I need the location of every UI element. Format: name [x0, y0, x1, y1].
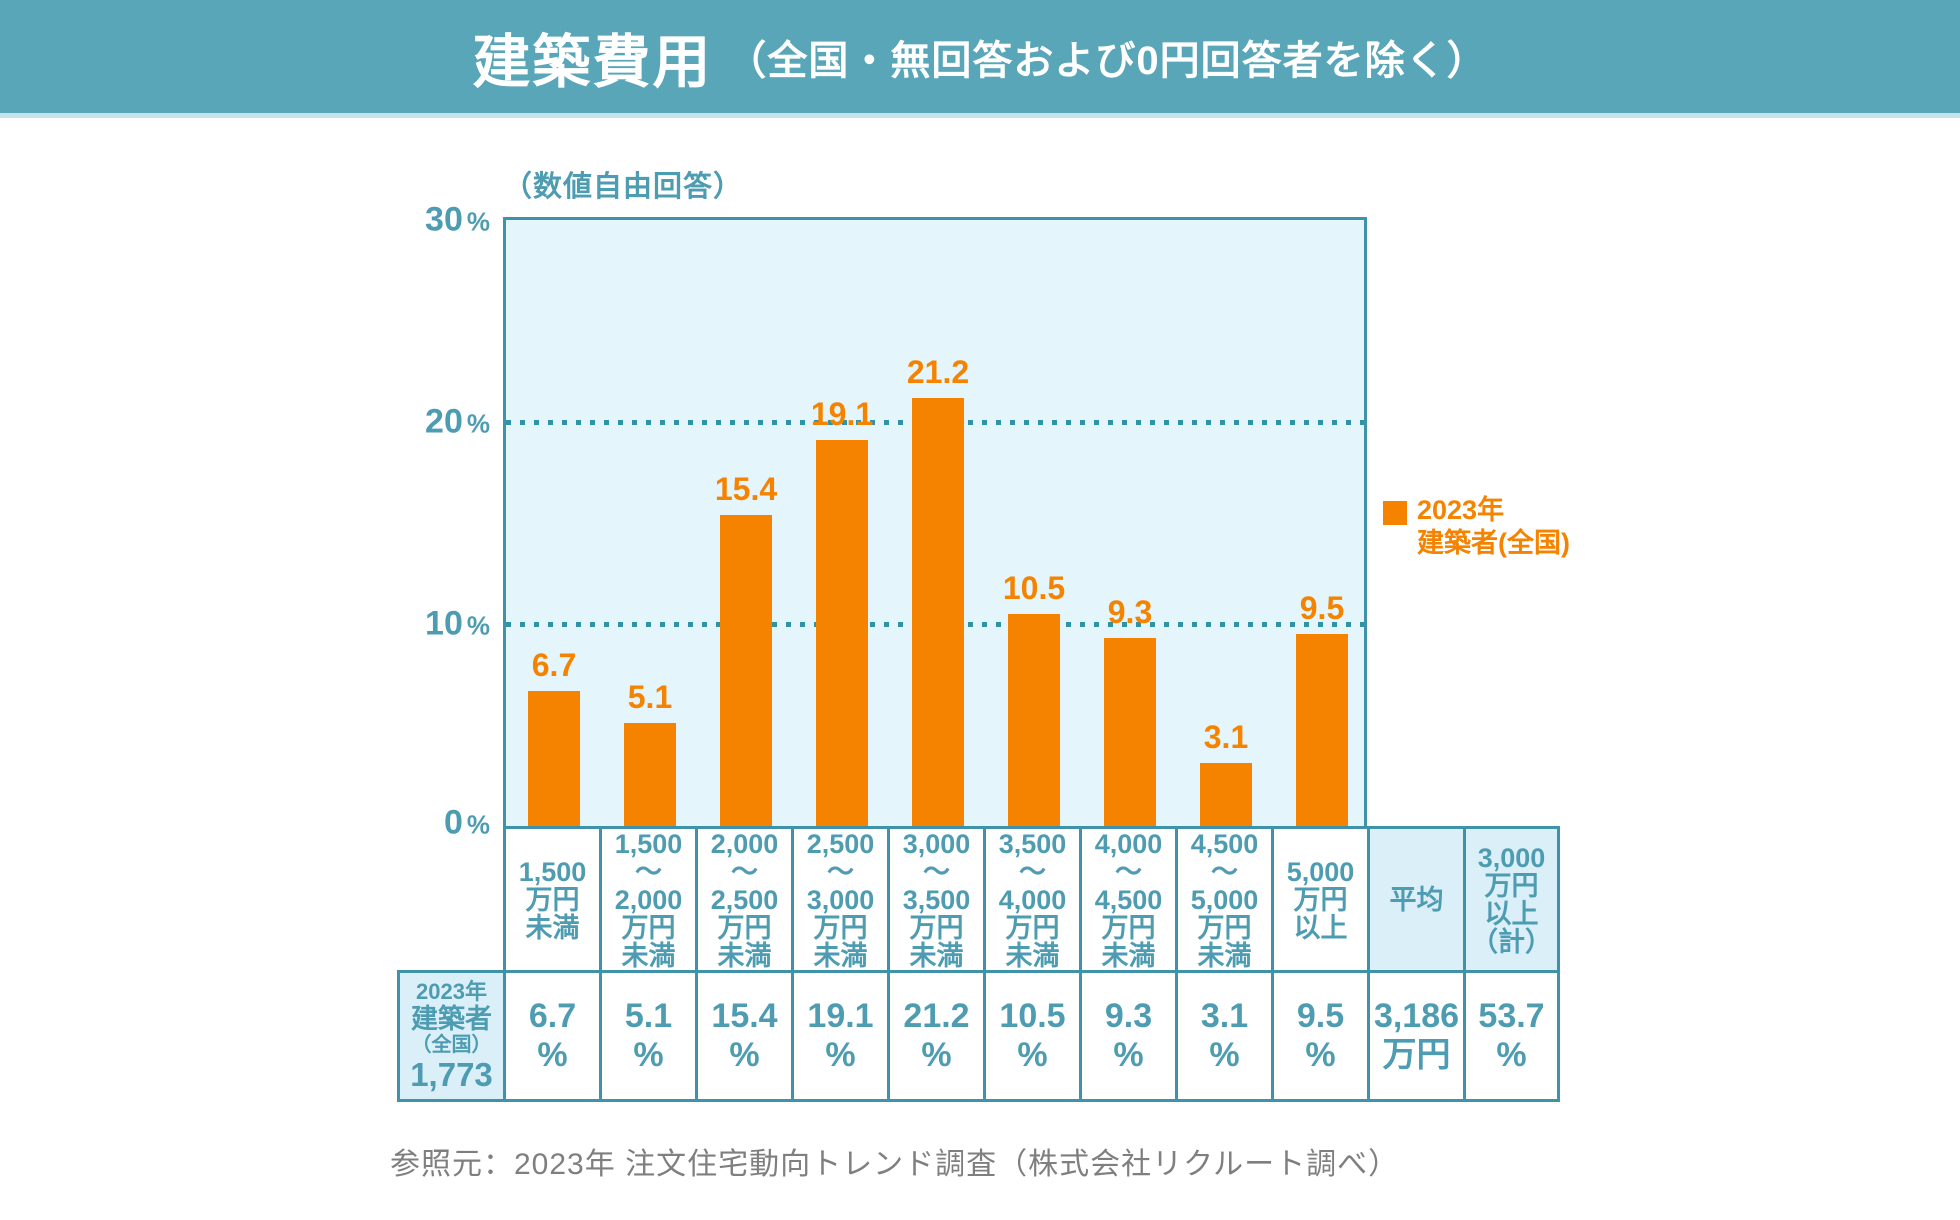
page-title-note: （全国・無回答および0円回答者を除く）: [726, 38, 1488, 83]
header-cell: 2,500 〜 3,000 万円 未満: [791, 826, 887, 973]
y-axis: 30% 20% 10% 0%: [360, 201, 490, 842]
plot-area: 6.7 5.1 15.4 19.1 21.2 10.5: [503, 217, 1367, 829]
data-cell: 10.5 %: [983, 970, 1079, 1102]
source-note: 参照元：2023年 注文住宅動向トレンド調査（株式会社リクルート調べ）: [390, 1148, 1400, 1181]
legend-swatch: [1383, 501, 1407, 525]
header-cell: 1,500 〜 2,000 万円 未満: [599, 826, 695, 973]
y-tick-label: 30%: [425, 200, 490, 239]
bar-value-label: 5.1: [627, 679, 673, 715]
bar: [912, 398, 964, 826]
data-cell: 9.5 %: [1271, 970, 1367, 1102]
header-cell: 4,500 〜 5,000 万円 未満: [1175, 826, 1271, 973]
data-cell: 19.1 %: [791, 970, 887, 1102]
header-cell: 3,000 〜 3,500 万円 未満: [887, 826, 983, 973]
percent-unit: %: [466, 610, 490, 641]
bar: [720, 515, 772, 826]
row-header-year: 2023年: [416, 979, 487, 1004]
bar-group: 10.5: [986, 570, 1082, 826]
header-cell-average: 平均: [1367, 826, 1463, 973]
y-tick-label: 0%: [443, 803, 490, 842]
row-header-group: 建築者: [411, 1004, 492, 1034]
bar: [1104, 638, 1156, 826]
data-cell-over3000-total: 53.7 %: [1463, 970, 1560, 1102]
row-header-sample-size: 1,773: [410, 1056, 493, 1093]
legend: 2023年 建築者(全国): [1383, 494, 1570, 560]
bar-series: 6.7 5.1 15.4 19.1 21.2 10.5: [506, 220, 1364, 826]
data-cell: 15.4 %: [695, 970, 791, 1102]
row-header-scope: （全国）: [411, 1034, 492, 1056]
y-tick-label: 10%: [425, 604, 490, 643]
data-cell: 21.2 %: [887, 970, 983, 1102]
table-header-row: 1,500 万円 未満 1,500 〜 2,000 万円 未満 2,000 〜 …: [503, 826, 1560, 973]
bar-group: 6.7: [506, 647, 602, 826]
bar-value-label: 15.4: [714, 471, 778, 507]
data-cell: 9.3 %: [1079, 970, 1175, 1102]
bar: [1296, 634, 1348, 826]
y-tick-label: 20%: [425, 402, 490, 441]
header-cell: 4,000 〜 4,500 万円 未満: [1079, 826, 1175, 973]
bar: [1200, 763, 1252, 826]
header-cell: 1,500 万円 未満: [503, 826, 599, 973]
bar-group: 19.1: [794, 396, 890, 826]
bar-value-label: 19.1: [810, 396, 874, 432]
bar-group: 9.5: [1274, 590, 1370, 826]
bar: [816, 440, 868, 826]
data-cell-average: 3,186 万円: [1367, 970, 1463, 1102]
data-cell: 3.1 %: [1175, 970, 1271, 1102]
bar-value-label: 21.2: [906, 354, 970, 390]
row-header: 2023年 建築者 （全国） 1,773: [397, 970, 503, 1102]
data-cell: 6.7 %: [503, 970, 599, 1102]
bar: [624, 723, 676, 826]
bar: [528, 691, 580, 826]
bar-group: 5.1: [602, 679, 698, 826]
chart-subtitle: （数値自由回答）: [503, 171, 744, 203]
bar-value-label: 9.3: [1107, 594, 1153, 630]
legend-label: 2023年 建築者(全国): [1417, 495, 1570, 558]
header-cell: 2,000 〜 2,500 万円 未満: [695, 826, 791, 973]
bar-value-label: 6.7: [531, 647, 577, 683]
percent-unit: %: [466, 809, 490, 840]
title-bar: 建築費用 （全国・無回答および0円回答者を除く）: [0, 0, 1960, 118]
bar-group: 9.3: [1082, 594, 1178, 826]
percent-unit: %: [466, 408, 490, 439]
bar-group: 15.4: [698, 471, 794, 826]
table-data-row: 2023年 建築者 （全国） 1,773 6.7 % 5.1 % 15.4 % …: [397, 970, 1560, 1102]
header-cell-over3000-total: 3,000 万円 以上 （計）: [1463, 826, 1560, 973]
percent-unit: %: [466, 206, 490, 237]
header-cell: 3,500 〜 4,000 万円 未満: [983, 826, 1079, 973]
data-cell: 5.1 %: [599, 970, 695, 1102]
bar-value-label: 3.1: [1203, 719, 1249, 755]
page-title: 建築費用: [472, 29, 713, 95]
bar-value-label: 10.5: [1002, 570, 1066, 606]
bar-group: 3.1: [1178, 719, 1274, 826]
bar: [1008, 614, 1060, 826]
bar-group: 21.2: [890, 354, 986, 826]
header-cell: 5,000 万円 以上: [1271, 826, 1367, 973]
bar-value-label: 9.5: [1299, 590, 1345, 626]
